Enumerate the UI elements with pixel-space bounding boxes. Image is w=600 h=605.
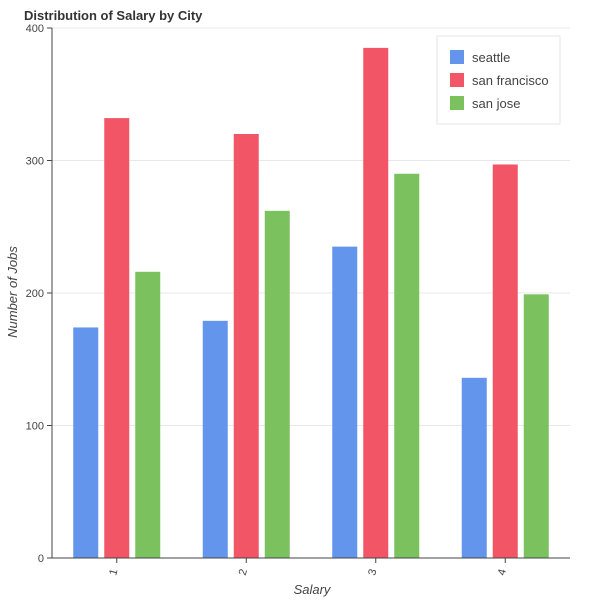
y-axis-label: Number of Jobs — [5, 246, 20, 338]
bar-san-francisco-2 — [233, 134, 259, 558]
chart-title: Distribution of Salary by City — [24, 8, 203, 23]
bar-san-jose-3 — [394, 173, 420, 558]
bar-san-francisco-1 — [104, 118, 130, 558]
bars — [73, 47, 549, 558]
x-tick-label: 4 — [496, 568, 509, 577]
bar-seattle-3 — [332, 246, 358, 558]
x-tick-label: 1 — [107, 568, 120, 577]
bar-san-jose-2 — [264, 210, 290, 558]
x-tick-label: 2 — [237, 568, 250, 577]
bar-san-francisco-4 — [492, 164, 518, 558]
legend-swatch-san-jose — [450, 96, 464, 110]
legend-label-san-francisco: san francisco — [472, 73, 549, 88]
legend-label-san-jose: san jose — [472, 96, 520, 111]
x-axis-label: Salary — [294, 582, 332, 597]
y-tick-label: 300 — [26, 156, 44, 168]
legend-swatch-seattle — [450, 50, 464, 64]
y-tick-label: 400 — [26, 23, 44, 35]
bar-seattle-4 — [461, 377, 487, 558]
legend-label-seattle: seattle — [472, 50, 510, 65]
x-tick-label: 3 — [366, 568, 379, 577]
bar-san-jose-1 — [135, 271, 161, 558]
bar-seattle-2 — [202, 320, 228, 558]
legend-swatch-san-francisco — [450, 73, 464, 87]
axes: 0 100 200 300 400 1 2 3 4 — [26, 23, 570, 577]
y-tick-label: 0 — [38, 553, 44, 565]
bar-seattle-1 — [73, 327, 99, 558]
bar-san-francisco-3 — [363, 47, 389, 558]
y-tick-label: 200 — [26, 288, 44, 300]
bar-san-jose-4 — [523, 294, 549, 558]
y-tick-label: 100 — [26, 421, 44, 433]
legend: seattle san francisco san jose — [436, 35, 561, 125]
